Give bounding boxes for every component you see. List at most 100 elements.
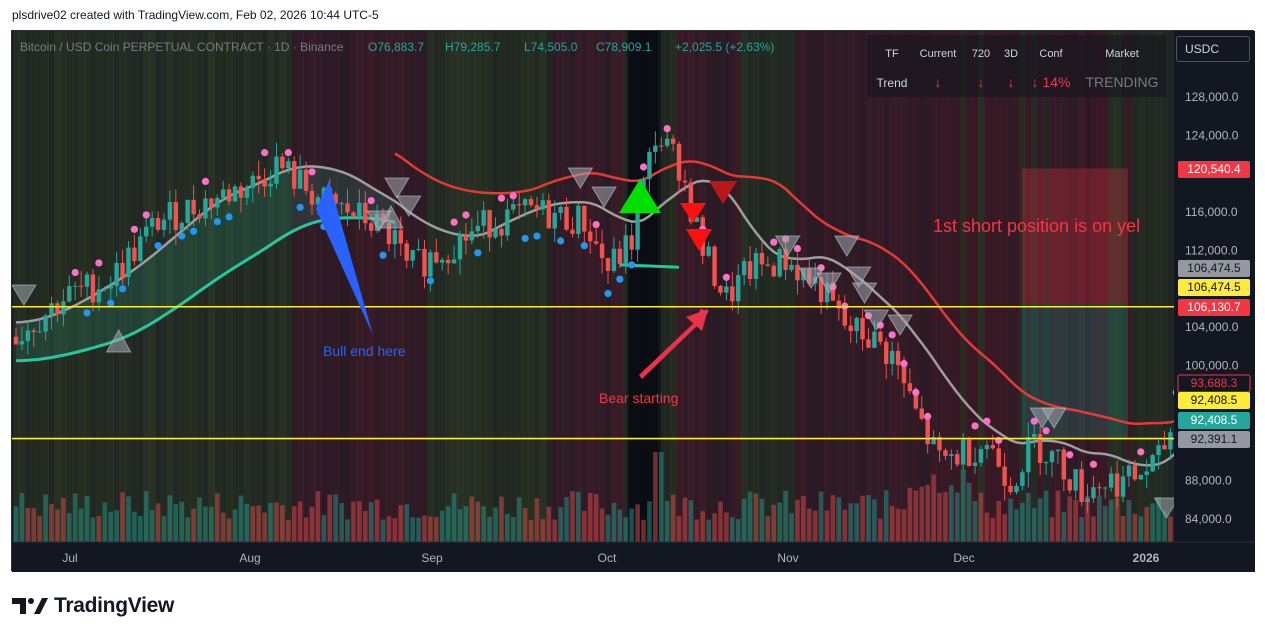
currency-button[interactable]: USDC xyxy=(1176,36,1250,62)
candle-body xyxy=(830,282,836,301)
tradingview-logo[interactable]: TradingView xyxy=(12,594,174,618)
volume-bar xyxy=(783,490,788,542)
candle-body xyxy=(842,308,847,326)
candle-body xyxy=(221,189,226,198)
candle-body xyxy=(736,275,741,302)
price-chart[interactable]: Bull end here Bear starting 1st short posi… xyxy=(12,31,1255,572)
candle-body xyxy=(1043,462,1049,464)
table-header-cell: Conf xyxy=(1039,48,1063,60)
x-tick-label: 2026 xyxy=(1133,551,1160,565)
volume-bar xyxy=(682,497,688,542)
bear-dot xyxy=(509,192,517,200)
bear-dot xyxy=(1030,417,1038,425)
volume-bar xyxy=(499,496,504,542)
gray-triangle-marker xyxy=(887,314,913,336)
candle-body xyxy=(78,285,84,287)
volume-bar xyxy=(1138,516,1144,542)
trend-band xyxy=(60,31,67,542)
volume-bar xyxy=(753,493,759,542)
bull-dot xyxy=(225,213,233,221)
volume-bar xyxy=(706,519,711,542)
trend-band xyxy=(545,31,553,542)
candle-body xyxy=(173,202,179,231)
candle-body xyxy=(345,203,350,213)
volume-bar xyxy=(966,482,972,542)
gray-triangle-marker xyxy=(395,195,422,217)
trend-table: TF Current 720 3D Conf Market Trend ↓ ↓ ↓ ↓ 14% TRE… xyxy=(867,35,1167,97)
trend-band xyxy=(569,31,576,542)
volume-bar xyxy=(984,512,990,542)
price-label: 92,408.5 xyxy=(1191,393,1238,407)
volume-bar xyxy=(1049,517,1055,542)
candle-body xyxy=(256,175,261,180)
trend-band xyxy=(989,31,997,542)
ma-gray-line xyxy=(15,165,1178,467)
x-tick-label: Oct xyxy=(598,551,617,565)
volume-bar xyxy=(31,508,37,542)
bull-dot xyxy=(616,275,624,283)
candle-body xyxy=(1103,487,1108,489)
bear-dot xyxy=(201,177,210,185)
price-label: 92,391.1 xyxy=(1191,432,1238,446)
price-label-box xyxy=(1178,299,1250,316)
trend-band xyxy=(143,31,150,542)
volume-bar xyxy=(191,508,196,542)
trend-band xyxy=(510,31,517,542)
volume-bar xyxy=(724,512,729,542)
trend-band xyxy=(1043,31,1050,542)
trend-band xyxy=(309,31,316,542)
trend-band xyxy=(267,31,274,542)
bull-signal-triangle xyxy=(619,179,661,213)
trend-band xyxy=(1084,31,1091,542)
volume-bar xyxy=(883,490,889,542)
bull-dot xyxy=(628,261,636,269)
candle-body xyxy=(647,151,652,179)
bull-dot xyxy=(213,218,221,226)
candle-body xyxy=(1061,449,1067,480)
volume-bar xyxy=(410,517,415,542)
candle-body xyxy=(795,264,800,281)
candle-body xyxy=(972,462,978,467)
candle-body xyxy=(522,199,528,206)
bear-annotation: Bear starting xyxy=(599,390,678,406)
candle-body xyxy=(493,228,498,238)
candle-body xyxy=(848,325,853,332)
volume-bar xyxy=(238,495,244,542)
trend-band xyxy=(1137,31,1145,542)
volume-bar xyxy=(836,497,842,542)
price-label-box xyxy=(1178,431,1250,448)
trend-band xyxy=(676,31,683,542)
trend-band xyxy=(54,31,61,542)
bear-dot xyxy=(592,220,600,229)
candle-body xyxy=(1091,487,1096,499)
volume-bar xyxy=(576,492,581,542)
chart-panel[interactable]: Bull end here Bear starting 1st short posi… xyxy=(11,30,1255,572)
table-row-cell: TRENDING xyxy=(1085,74,1158,90)
trend-band xyxy=(368,31,375,542)
trend-band xyxy=(942,31,949,542)
candle-body xyxy=(623,235,628,264)
volume-bar xyxy=(327,494,333,542)
bear-dot xyxy=(888,331,896,339)
candle-body xyxy=(428,252,433,277)
trend-band xyxy=(232,31,239,542)
trend-band xyxy=(883,31,890,542)
time-axis: Jul Aug Sep Oct Nov Dec 2026 xyxy=(12,541,1255,572)
volume-bar xyxy=(90,517,96,542)
candle-body xyxy=(138,236,143,262)
trend-band xyxy=(658,31,665,542)
trend-band xyxy=(439,31,446,542)
credit-line: plsdrive02 created with TradingView.com,… xyxy=(12,8,379,22)
candles xyxy=(13,130,1179,513)
volume-bar xyxy=(1144,507,1150,542)
candle-body xyxy=(31,330,36,332)
volume-bar xyxy=(777,502,782,542)
trend-band xyxy=(747,31,754,542)
volume-bar xyxy=(664,500,670,542)
candle-body xyxy=(238,186,244,198)
volume-bar xyxy=(552,519,558,542)
volume-bar xyxy=(1061,512,1067,542)
price-label-box xyxy=(1178,260,1250,277)
trend-band xyxy=(243,31,251,542)
table-header-cell: TF xyxy=(885,48,899,60)
